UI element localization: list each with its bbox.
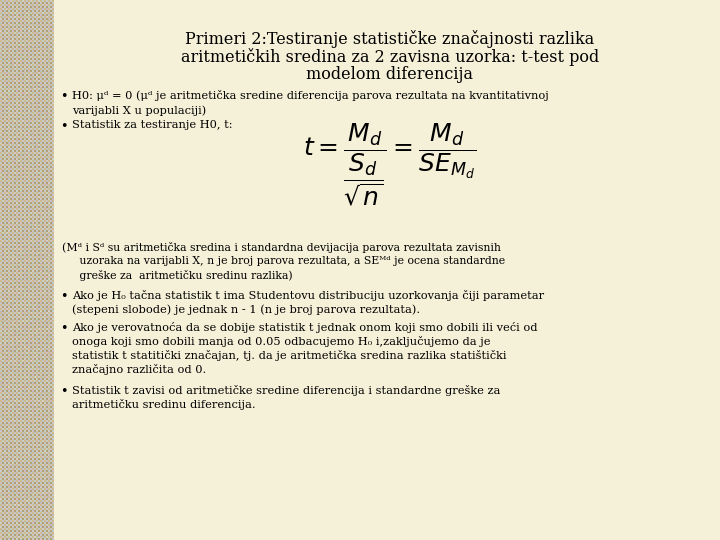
Text: značajno različita od 0.: značajno različita od 0. — [72, 364, 206, 375]
Text: •: • — [60, 385, 68, 398]
Text: •: • — [60, 290, 68, 303]
Text: •: • — [60, 120, 68, 133]
Text: Statistik t zavisi od aritmetičke sredine diferencija i standardne greške za: Statistik t zavisi od aritmetičke sredin… — [72, 385, 500, 396]
Text: aritmetičkih sredina za 2 zavisna uzorka: t-test pod: aritmetičkih sredina za 2 zavisna uzorka… — [181, 48, 599, 66]
Text: statistik t statitički značajan, tj. da je aritmetička sredina razlika statištič: statistik t statitički značajan, tj. da … — [72, 350, 506, 361]
Text: modelom diferencija: modelom diferencija — [307, 66, 474, 83]
Text: Statistik za testiranje H0, t:: Statistik za testiranje H0, t: — [72, 120, 233, 130]
Text: onoga koji smo dobili manja od 0.05 odbacujemo H₀ i,zaključujemo da je: onoga koji smo dobili manja od 0.05 odba… — [72, 336, 490, 347]
Text: Ako je H₀ tačna statistik t ima Studentovu distribuciju uzorkovanja čiji paramet: Ako je H₀ tačna statistik t ima Studento… — [72, 290, 544, 301]
Text: (Mᵈ i Sᵈ su aritmetička sredina i standardna devijacija parova rezultata zavisni: (Mᵈ i Sᵈ su aritmetička sredina i standa… — [62, 242, 501, 253]
Text: Primeri 2:Testiranje statističke značajnosti razlika: Primeri 2:Testiranje statističke značajn… — [185, 30, 595, 48]
Text: varijabli X u populaciji): varijabli X u populaciji) — [72, 105, 206, 116]
Text: Ako je verovatnoća da se dobije statistik t jednak onom koji smo dobili ili veći: Ako je verovatnoća da se dobije statisti… — [72, 322, 538, 333]
Text: uzoraka na varijabli X, n je broj parova rezultata, a SEᴹᵈ je ocena standardne: uzoraka na varijabli X, n je broj parova… — [62, 256, 505, 266]
Text: H0: μᵈ = 0 (μᵈ je aritmetička sredine diferencija parova rezultata na kvantitati: H0: μᵈ = 0 (μᵈ je aritmetička sredine di… — [72, 90, 549, 101]
Text: $t = \dfrac{M_d}{\dfrac{S_d}{\sqrt{n}}} = \dfrac{M_d}{SE_{M_d}}$: $t = \dfrac{M_d}{\dfrac{S_d}{\sqrt{n}}} … — [303, 122, 477, 208]
FancyBboxPatch shape — [54, 0, 720, 540]
Text: (stepeni slobode) je jednak n - 1 (n je broj parova rezultata).: (stepeni slobode) je jednak n - 1 (n je … — [72, 304, 420, 315]
Text: •: • — [60, 322, 68, 335]
Text: greške za  aritmetičku sredinu razlika): greške za aritmetičku sredinu razlika) — [62, 270, 292, 281]
Text: aritmetičku sredinu diferencija.: aritmetičku sredinu diferencija. — [72, 399, 256, 410]
Text: •: • — [60, 90, 68, 103]
